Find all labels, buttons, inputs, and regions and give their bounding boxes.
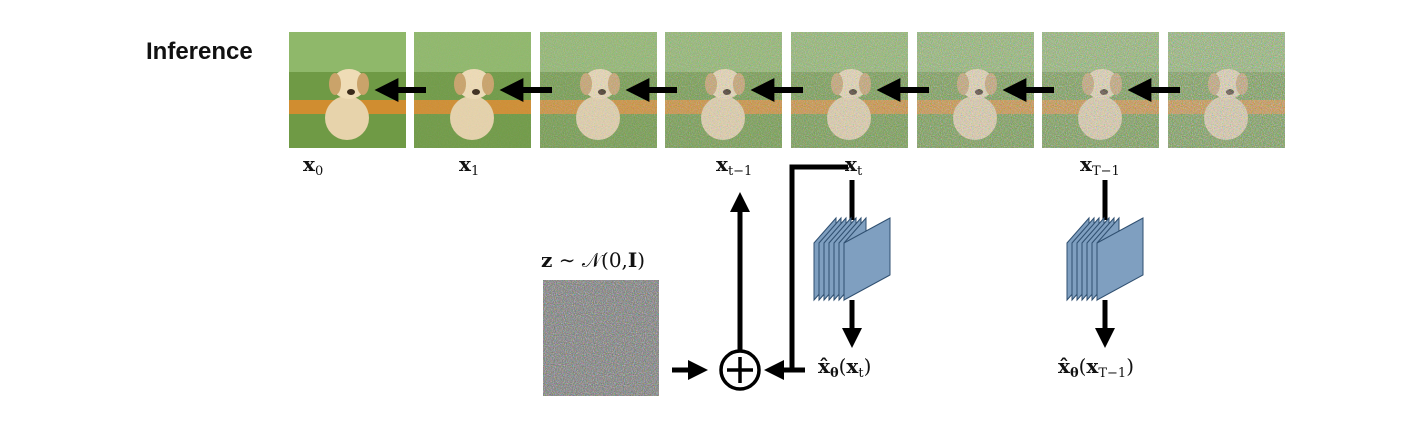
image-frame-0: [289, 32, 406, 148]
noise-overlay-7: [1168, 32, 1285, 148]
inference-heading: Inference: [146, 38, 253, 65]
frame-label-t: xt: [845, 152, 863, 179]
image-frame-7: [1168, 32, 1285, 148]
frame-label-0: x0: [303, 152, 324, 179]
frame-label-t-minus-1: xt−1: [716, 152, 753, 179]
image-frame-3: [665, 32, 782, 148]
frame-label-T-minus-1: xT−1: [1080, 152, 1120, 179]
noise-sample-image: [543, 280, 659, 396]
predicted-x0-label-t: x̂θ(xt): [818, 354, 872, 381]
noise-distribution-label: z ∼ 𝒩(0,I): [541, 248, 646, 272]
predicted-x0-label-T-minus-1: x̂θ(xT−1): [1058, 354, 1135, 381]
denoiser-network-T-minus-1: [1066, 180, 1144, 348]
frame-label-1: x1: [459, 152, 480, 179]
denoiser-network-t: [813, 180, 891, 348]
image-frame-1: [414, 32, 531, 148]
